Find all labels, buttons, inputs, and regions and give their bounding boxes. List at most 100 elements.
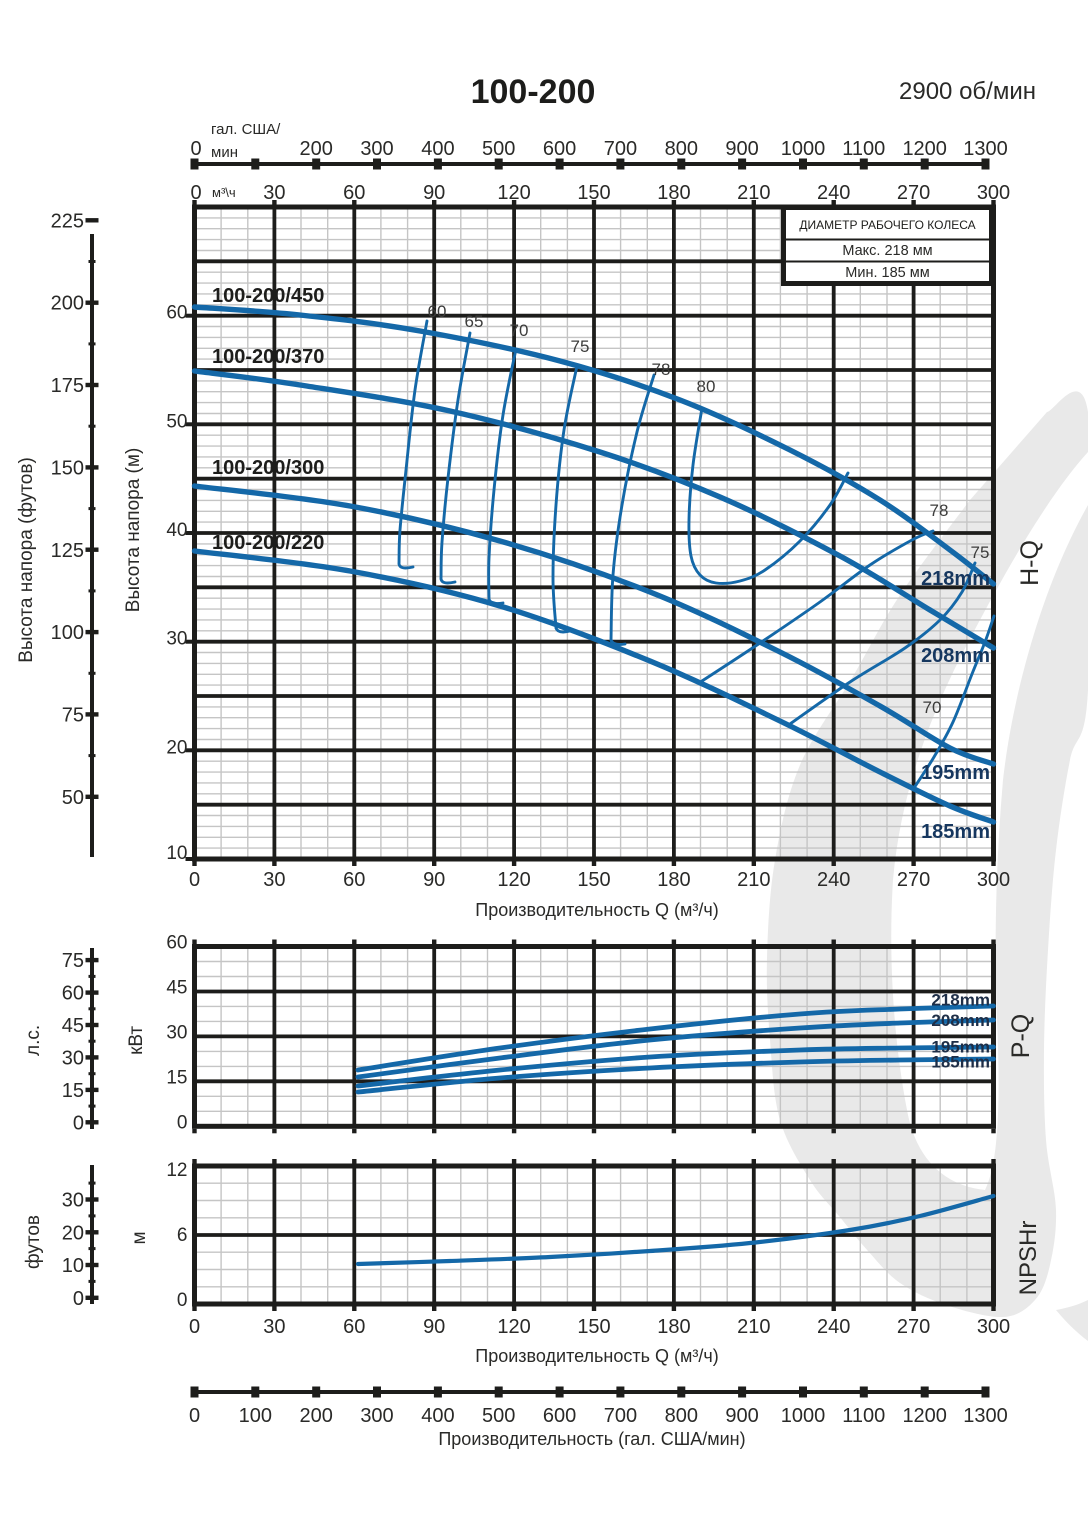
svg-text:мин: мин [211,144,238,161]
svg-text:600: 600 [543,1405,576,1427]
svg-text:45: 45 [166,978,187,999]
svg-text:100-200/370: 100-200/370 [212,346,324,368]
svg-text:30: 30 [62,1190,84,1212]
svg-text:100: 100 [239,1405,272,1427]
svg-text:185mm: 185mm [931,1053,990,1072]
svg-text:210: 210 [737,1316,770,1338]
svg-text:75: 75 [62,705,84,727]
svg-text:Макс. 218 мм: Макс. 218 мм [842,243,932,259]
svg-text:50: 50 [62,787,84,809]
svg-text:200: 200 [300,138,333,160]
svg-text:30: 30 [263,1316,285,1338]
svg-text:195mm: 195mm [921,762,990,784]
svg-text:1300: 1300 [963,138,1008,160]
svg-text:1300: 1300 [963,1405,1008,1427]
svg-text:400: 400 [421,1405,454,1427]
svg-text:225: 225 [51,210,84,232]
svg-text:180: 180 [657,182,690,204]
svg-text:270: 270 [897,1316,930,1338]
svg-text:120: 120 [497,869,530,891]
svg-text:0: 0 [190,182,201,204]
svg-text:0: 0 [189,1316,200,1338]
svg-text:0: 0 [190,138,201,160]
svg-text:208mm: 208mm [931,1011,990,1030]
svg-text:100-200/220: 100-200/220 [212,532,324,554]
svg-text:60: 60 [428,302,447,321]
svg-text:0: 0 [73,1112,84,1134]
svg-text:Высота напора (м): Высота напора (м) [123,448,144,613]
svg-text:210: 210 [737,869,770,891]
svg-text:1000: 1000 [781,1405,826,1427]
svg-text:м³\ч: м³\ч [212,185,236,200]
svg-text:218mm: 218mm [931,991,990,1010]
svg-text:800: 800 [665,138,698,160]
svg-text:30: 30 [166,629,187,650]
svg-text:150: 150 [577,182,610,204]
svg-text:10: 10 [62,1255,84,1277]
svg-text:300: 300 [977,182,1010,204]
svg-text:ДИАМЕТР РАБОЧЕГО КОЛЕСА: ДИАМЕТР РАБОЧЕГО КОЛЕСА [799,218,975,232]
svg-text:15: 15 [166,1067,187,1088]
svg-text:6: 6 [177,1225,188,1246]
svg-text:60: 60 [343,1316,365,1338]
svg-text:45: 45 [62,1015,84,1037]
svg-text:80: 80 [697,377,716,396]
svg-text:кВт: кВт [126,1026,147,1055]
svg-text:30: 30 [166,1022,187,1043]
svg-text:120: 120 [497,182,530,204]
svg-text:208mm: 208mm [921,645,990,667]
svg-text:240: 240 [817,1316,850,1338]
svg-text:2900 об/мин: 2900 об/мин [899,78,1036,105]
svg-text:60: 60 [166,933,187,954]
svg-text:500: 500 [482,138,515,160]
svg-text:0: 0 [189,869,200,891]
svg-text:300: 300 [977,869,1010,891]
svg-text:0: 0 [73,1288,84,1310]
svg-text:футов: футов [23,1215,44,1269]
svg-text:400: 400 [421,138,454,160]
svg-text:270: 270 [897,182,930,204]
svg-text:60: 60 [166,303,187,324]
svg-text:700: 700 [604,1405,637,1427]
svg-text:Производительность Q (м³/ч): Производительность Q (м³/ч) [475,900,718,920]
svg-text:0: 0 [189,1405,200,1427]
svg-text:1100: 1100 [842,138,885,160]
svg-text:600: 600 [543,138,576,160]
svg-text:75: 75 [571,337,590,356]
svg-text:300: 300 [360,138,393,160]
svg-text:120: 120 [497,1316,530,1338]
svg-text:Производительность Q (м³/ч): Производительность Q (м³/ч) [475,1346,718,1366]
svg-text:70: 70 [510,321,529,340]
svg-text:185mm: 185mm [921,821,990,843]
svg-text:P-Q: P-Q [1007,1014,1035,1058]
svg-text:150: 150 [51,457,84,479]
svg-text:40: 40 [166,520,187,541]
svg-text:1100: 1100 [842,1405,885,1427]
svg-text:90: 90 [423,182,445,204]
svg-text:20: 20 [166,737,187,758]
svg-text:90: 90 [423,869,445,891]
svg-text:0: 0 [177,1290,188,1311]
svg-text:10: 10 [166,843,187,864]
svg-text:гал. США/: гал. США/ [211,121,281,138]
svg-text:900: 900 [725,138,758,160]
svg-text:200: 200 [51,293,84,315]
svg-text:150: 150 [577,869,610,891]
svg-text:60: 60 [343,182,365,204]
svg-text:180: 180 [657,869,690,891]
svg-text:20: 20 [62,1222,84,1244]
svg-text:30: 30 [263,869,285,891]
svg-text:60: 60 [62,983,84,1005]
svg-text:65: 65 [465,312,484,331]
svg-text:150: 150 [577,1316,610,1338]
svg-text:100: 100 [51,622,84,644]
svg-text:1000: 1000 [781,138,826,160]
svg-text:15: 15 [62,1080,84,1102]
svg-text:300: 300 [977,1316,1010,1338]
svg-text:30: 30 [263,182,285,204]
svg-text:Высота напора (футов): Высота напора (футов) [16,457,37,663]
svg-text:90: 90 [423,1316,445,1338]
svg-text:100-200/300: 100-200/300 [212,457,324,479]
svg-text:50: 50 [166,411,187,432]
svg-text:75: 75 [62,950,84,972]
